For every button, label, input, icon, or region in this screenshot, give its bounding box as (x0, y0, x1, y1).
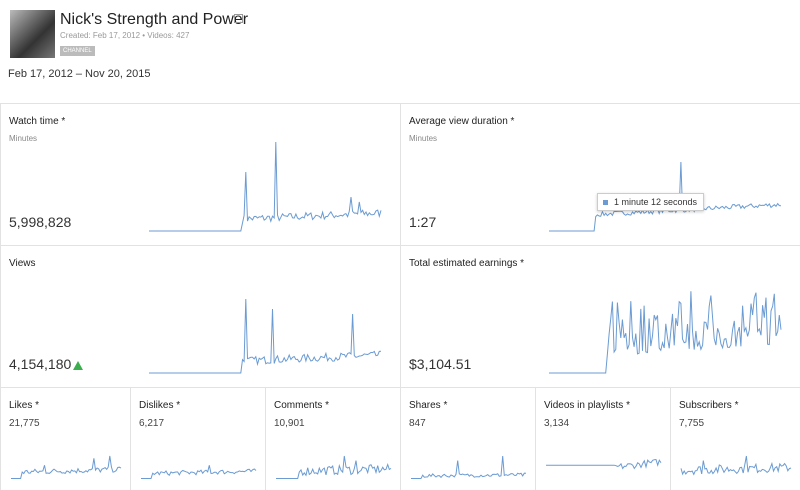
metric-card[interactable]: Comments * 10,901 (265, 387, 400, 490)
metric-value: 5,998,828 (9, 214, 72, 230)
sparkline-area (149, 298, 382, 374)
date-range[interactable]: Feb 17, 2012 – Nov 20, 2015 (8, 68, 151, 80)
metric-label: Videos in playlists * (544, 400, 630, 411)
metric-label: Average view duration * (409, 116, 515, 127)
sparkline-area (276, 455, 392, 479)
sparkline-area (546, 458, 662, 470)
metric-unit: Minutes (409, 134, 438, 143)
sparkline (149, 298, 382, 374)
metric-card[interactable]: Views 4,154,180 (0, 245, 400, 387)
chart-tooltip: 1 minute 12 seconds (597, 193, 705, 211)
external-link-icon[interactable] (234, 14, 243, 23)
metric-card[interactable]: Dislikes * 6,217 (130, 387, 265, 490)
metric-card[interactable]: Total estimated earnings * $3,104.51 (400, 245, 800, 387)
channel-subtitle: Created: Feb 17, 2012 • Videos: 427 (60, 31, 190, 40)
metric-label: Likes * (9, 400, 40, 411)
metric-unit: Minutes (9, 134, 38, 143)
sparkline-area (149, 141, 382, 232)
metric-value: 10,901 (274, 418, 305, 429)
sparkline (546, 458, 662, 470)
metric-card[interactable]: Watch time * Minutes 5,998,828 (0, 103, 400, 245)
metric-label: Dislikes * (139, 400, 181, 411)
metric-card[interactable]: Videos in playlists * 3,134 (535, 387, 670, 490)
sparkline-area (141, 465, 257, 479)
metric-value: 847 (409, 418, 426, 429)
metric-value: 21,775 (9, 418, 40, 429)
metric-value: 7,755 (679, 418, 705, 429)
metric-card[interactable]: Likes * 21,775 (0, 387, 130, 490)
sparkline (411, 455, 527, 479)
metric-value: $3,104.51 (409, 356, 472, 372)
metric-label: Subscribers * (679, 400, 739, 411)
metric-label: Total estimated earnings * (409, 258, 525, 269)
sparkline (149, 141, 382, 232)
sparkline-area (11, 455, 122, 479)
metric-card[interactable]: Subscribers * 7,755 (670, 387, 800, 490)
metric-value: 4,154,180 (9, 356, 72, 372)
metric-label: Comments * (274, 400, 330, 411)
sparkline-area (549, 291, 782, 374)
sparkline-area (680, 455, 792, 476)
metric-card[interactable]: Shares * 847 (400, 387, 535, 490)
metric-value: 3,134 (544, 418, 570, 429)
sparkline-area (549, 161, 782, 232)
metric-label: Views (9, 258, 36, 269)
metric-label: Shares * (409, 400, 448, 411)
trend-up-icon (73, 361, 83, 370)
channel-title[interactable]: Nick's Strength and Power (60, 11, 249, 28)
metric-label: Watch time * (9, 116, 66, 127)
channel-avatar (10, 10, 55, 58)
metric-value: 1:27 (409, 214, 437, 230)
sparkline (141, 465, 257, 479)
sparkline (276, 455, 392, 479)
sparkline (549, 291, 782, 374)
channel-badge: CHANNEL (60, 46, 95, 56)
metric-value: 6,217 (139, 418, 165, 429)
sparkline (11, 455, 122, 479)
metric-card[interactable]: Average view duration * Minutes 1:27 1 minu… (400, 103, 800, 245)
sparkline-area (411, 455, 527, 479)
sparkline (680, 455, 792, 476)
